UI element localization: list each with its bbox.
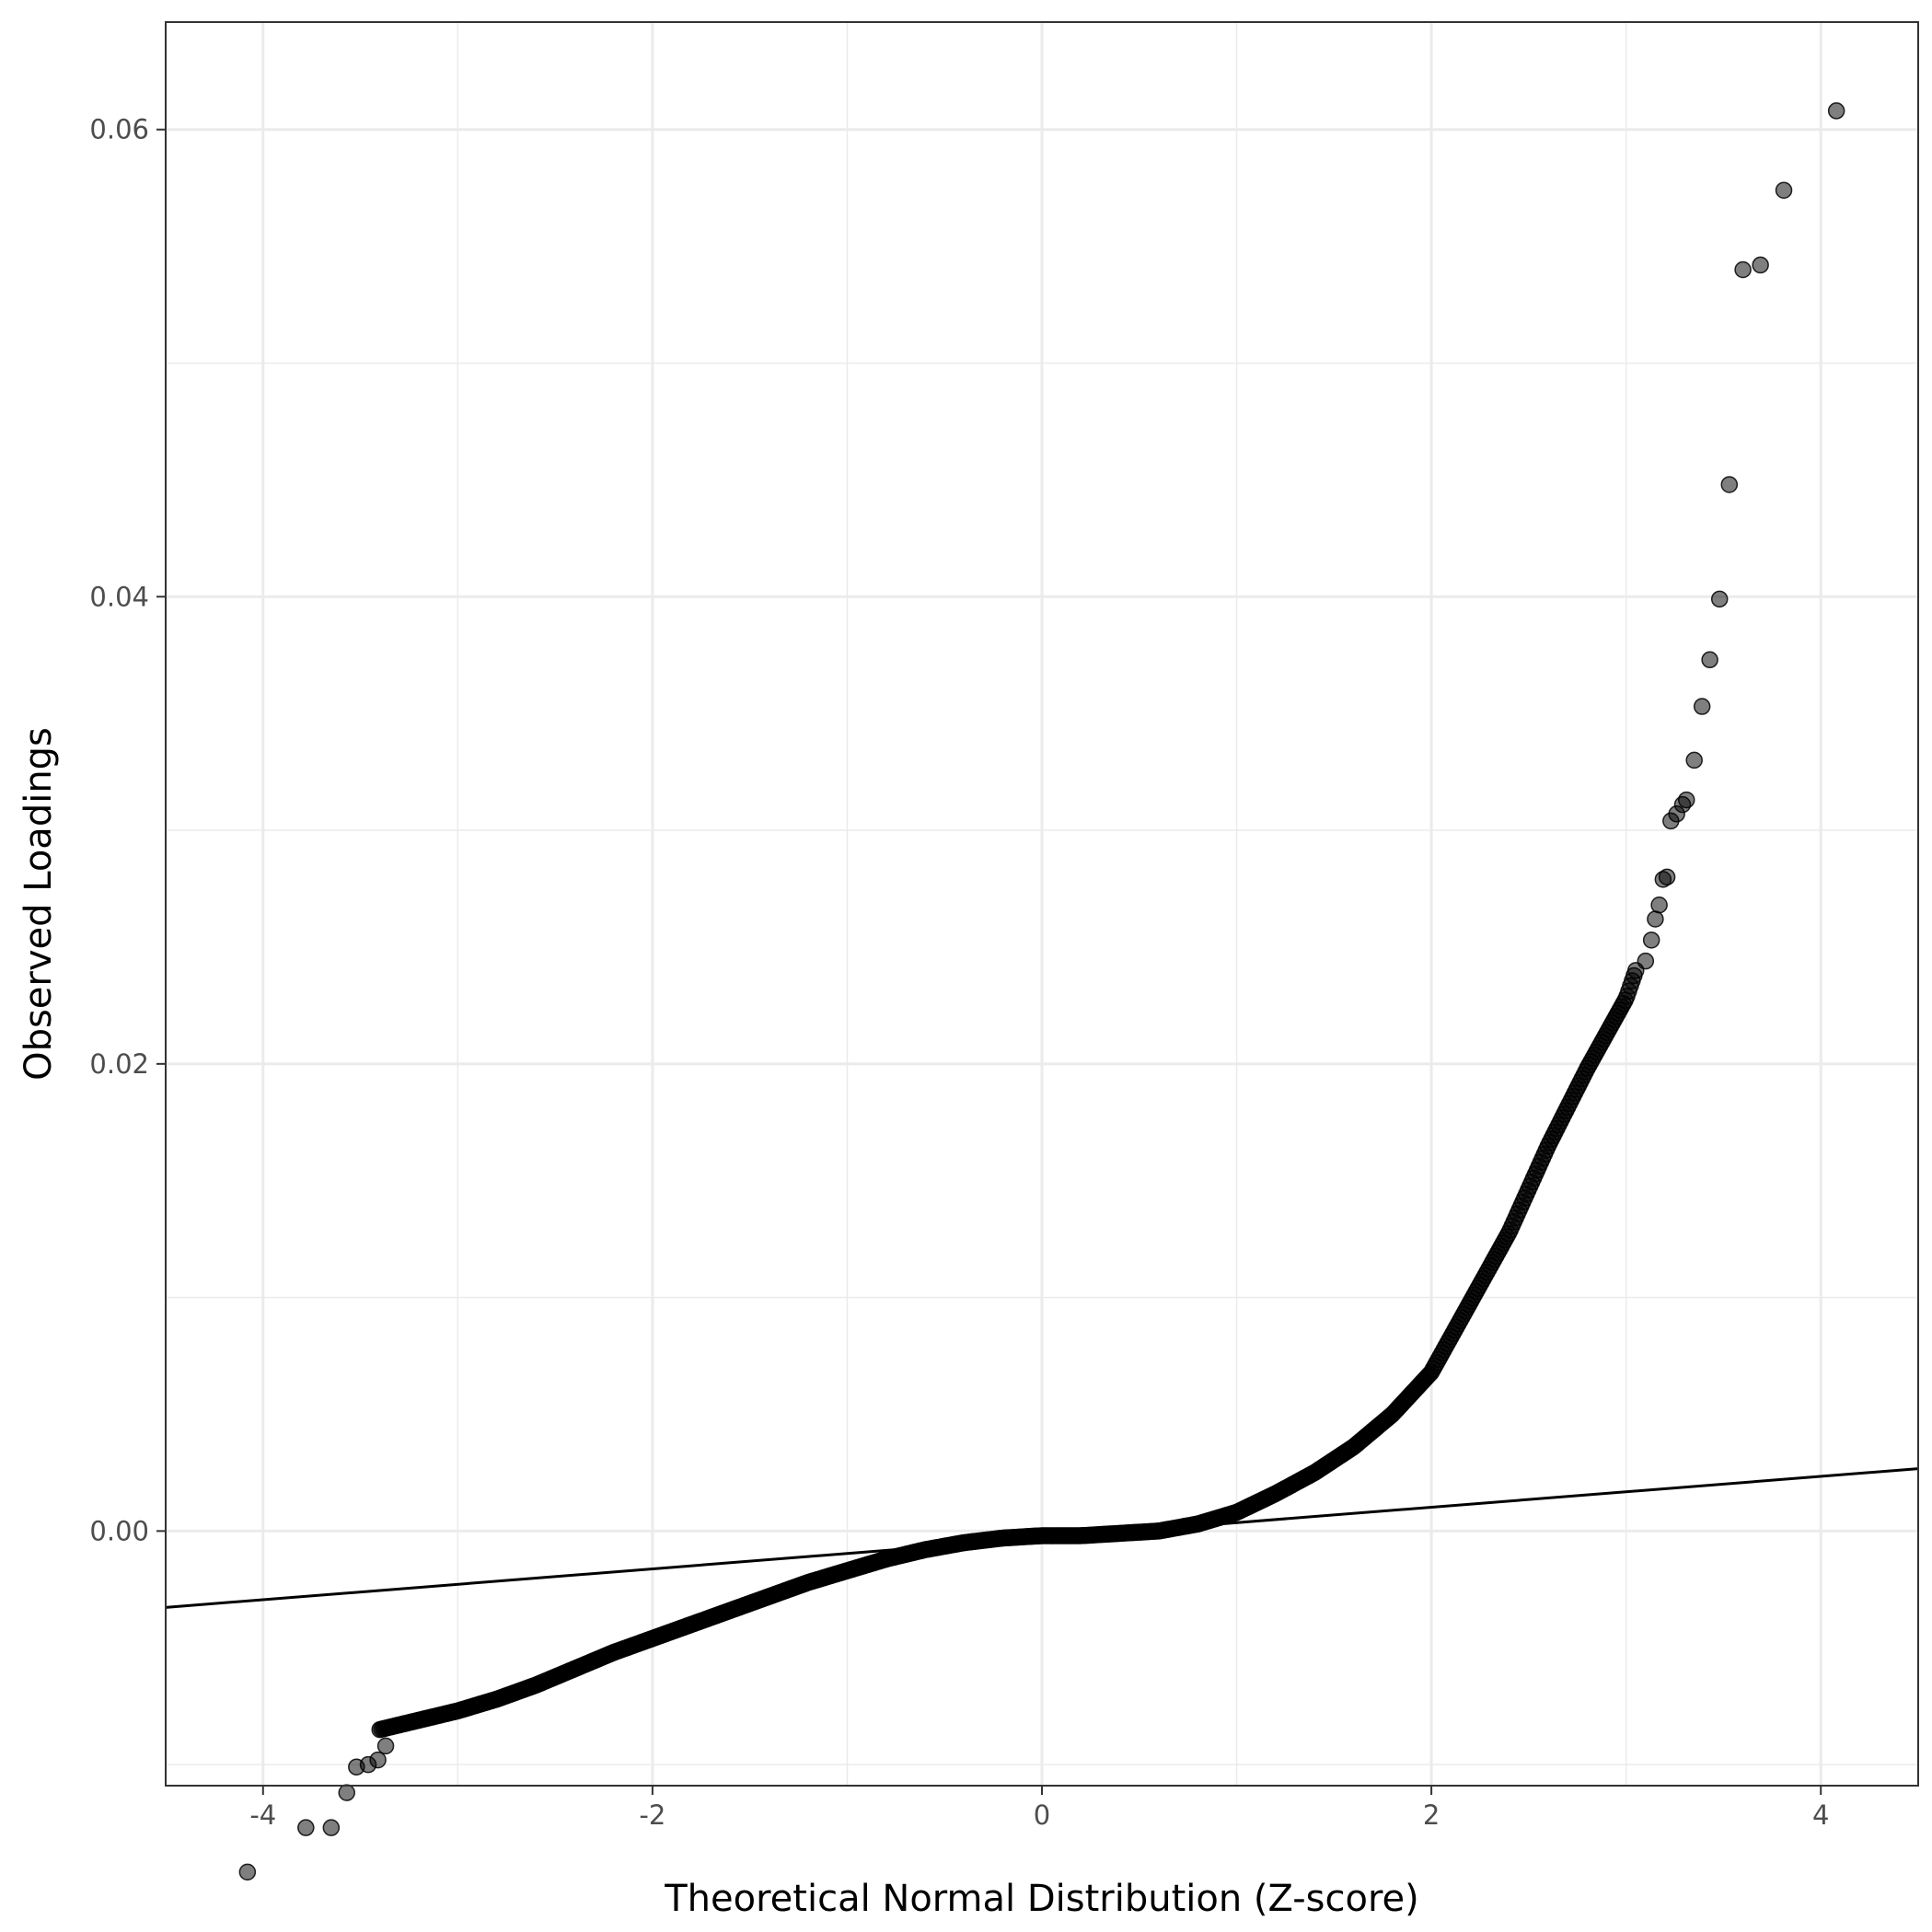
data-point bbox=[376, 1737, 395, 1755]
data-point bbox=[1650, 897, 1668, 914]
x-tick-label: -2 bbox=[639, 1799, 665, 1831]
data-point bbox=[1647, 910, 1664, 928]
axis-ticks bbox=[156, 128, 1822, 1795]
data-point bbox=[297, 1819, 315, 1836]
data-point bbox=[1658, 868, 1676, 886]
data-point bbox=[369, 1751, 387, 1769]
data-point bbox=[1710, 590, 1729, 608]
data-point bbox=[322, 1819, 341, 1836]
y-tick-label: 0.00 bbox=[89, 1515, 149, 1546]
data-point bbox=[1677, 791, 1695, 809]
data-point bbox=[1642, 931, 1660, 949]
data-point bbox=[238, 1863, 257, 1881]
data-point bbox=[1685, 751, 1703, 769]
y-tick-label: 0.02 bbox=[89, 1048, 149, 1080]
axis-tick-labels: -4 -2 0 2 4 0.00 0.02 0.04 0.06 bbox=[89, 114, 1829, 1831]
x-tick-label: 2 bbox=[1423, 1799, 1440, 1831]
data-point bbox=[1720, 476, 1739, 493]
x-tick-label: 4 bbox=[1812, 1799, 1829, 1831]
data-point bbox=[1701, 651, 1718, 669]
data-points bbox=[238, 102, 1845, 1881]
reference-line bbox=[165, 1467, 1919, 1609]
data-point bbox=[1775, 181, 1793, 199]
y-tick-label: 0.04 bbox=[89, 581, 149, 612]
data-point bbox=[1693, 698, 1711, 715]
y-axis-title: Observed Loadings bbox=[17, 727, 60, 1081]
x-tick-label: -4 bbox=[249, 1799, 276, 1831]
x-axis-title: Theoretical Normal Distribution (Z-score… bbox=[664, 1878, 1419, 1920]
data-point bbox=[1637, 952, 1655, 970]
data-point bbox=[1734, 260, 1752, 279]
x-tick-label: 0 bbox=[1034, 1799, 1050, 1831]
y-tick-label: 0.06 bbox=[89, 114, 149, 145]
data-point bbox=[1752, 256, 1769, 274]
data-point bbox=[338, 1784, 355, 1801]
data-point bbox=[1827, 102, 1845, 120]
